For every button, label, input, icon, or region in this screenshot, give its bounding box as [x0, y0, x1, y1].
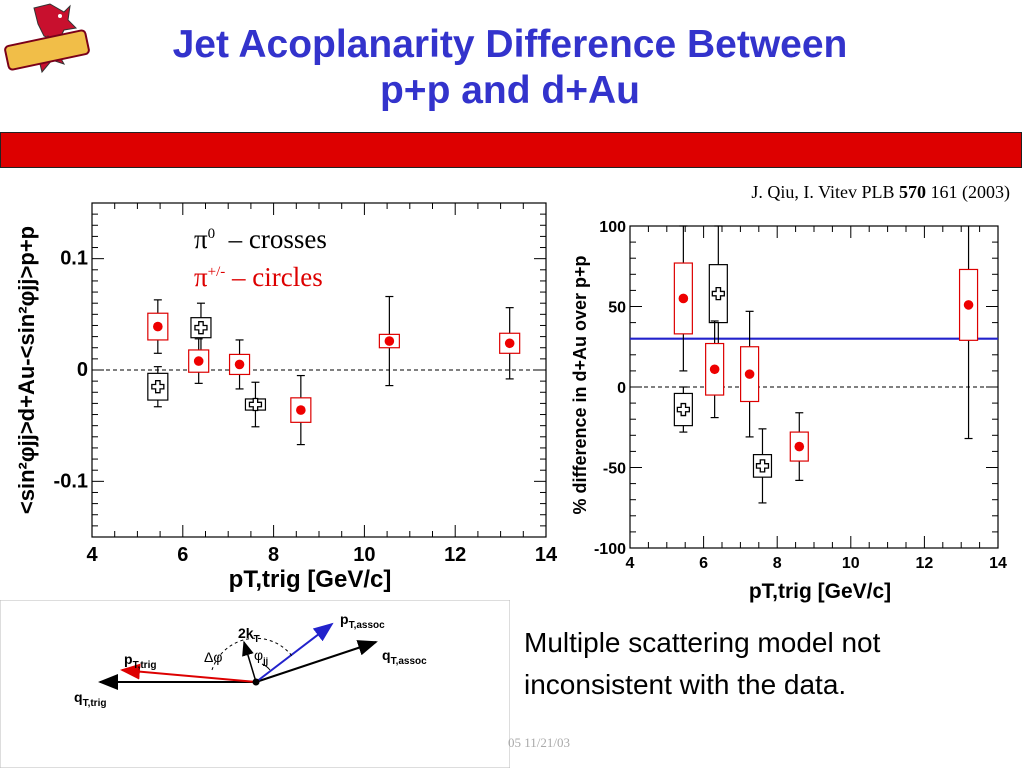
data-point-cross [755, 459, 770, 473]
x-tick-label: 12 [916, 555, 934, 572]
x-tick-label: 8 [268, 544, 279, 566]
2kt-arrow [242, 640, 257, 683]
data-point-circle [193, 356, 204, 366]
phijj-arc [261, 663, 271, 671]
data-point-circle [234, 359, 245, 370]
y-axis-label: <sin²φjj>d+Au-<sin²φjj>p+p [14, 226, 39, 514]
x-tick-label: 12 [444, 544, 466, 566]
kinematics-diagram: 2kT Δφ φjj pT,assoc qT,assoc pT,trig qT,… [0, 600, 510, 768]
legend-pi0-text: – crosses [215, 224, 327, 254]
percent-difference-chart: 4 6 8 10 12 14 -100 -50 0 50 100 % difference in d+… [570, 219, 1007, 603]
x-axis-label: pT,trig [GeV/c] [229, 566, 392, 593]
legend: π0 – crosses π+/- – circles [194, 218, 327, 294]
data-point-circle [296, 405, 306, 415]
legend-pic-sup: +/- [207, 264, 226, 280]
y-tick-label: 100 [599, 219, 626, 236]
citation: J. Qiu, I. Vitev PLB 570 161 (2003) [751, 182, 1010, 203]
y-tick-label: -100 [594, 541, 626, 558]
y-tick-label: 0 [77, 359, 88, 381]
data-point-cross [248, 397, 263, 412]
label-2kt: 2kT [238, 625, 260, 645]
title-line-1: Jet Acoplanarity Difference Between [172, 23, 848, 66]
pt-trig-arrow [120, 663, 257, 683]
vertex-dot [252, 678, 260, 686]
x-tick-label: 14 [535, 544, 558, 566]
legend-pi-charged: π+/- – circles [194, 256, 327, 294]
legend-pi0: π0 – crosses [194, 218, 327, 256]
acoplanarity-difference-chart: 4 6 8 10 12 14 -0.1 0 0.1 <sin²φjj>d+Au-<sin²φjj>… [14, 202, 558, 593]
conclusion-text: Multiple scattering model not inconsiste… [524, 627, 881, 700]
y-tick-label: 50 [608, 300, 626, 317]
data-point-circle [963, 300, 974, 310]
y-tick-label: -0.1 [54, 470, 88, 492]
red-divider-bar [0, 132, 1022, 168]
y-tick-label: -50 [603, 461, 626, 478]
data-point-circle [709, 364, 720, 375]
label-pt-trig: pT,trig [124, 651, 156, 671]
label-qt-assoc: qT,assoc [382, 647, 427, 667]
label-qt-trig: qT,trig [74, 689, 106, 709]
data-point-circle [153, 321, 163, 332]
x-tick-label: 10 [353, 544, 375, 566]
x-tick-label: 4 [626, 555, 635, 572]
y-tick-label: 0 [617, 380, 626, 397]
data-point-cross [676, 402, 691, 417]
x-tick-label: 6 [699, 555, 708, 572]
x-tick-label: 8 [773, 555, 782, 572]
citation-volume: 570 [899, 182, 926, 202]
iowa-state-cyclones-logo [4, 3, 90, 74]
data-point-cross [711, 286, 725, 301]
qt-assoc-arrow [255, 640, 378, 683]
data-point-circle [504, 338, 515, 349]
data-point-cross [194, 321, 208, 335]
x-tick-label: 6 [177, 544, 188, 566]
x-tick-label: 14 [989, 555, 1007, 572]
slide-title: Jet Acoplanarity Difference Between p+p … [100, 22, 920, 114]
x-axis-label: pT,trig [GeV/c] [749, 580, 891, 603]
data-point-circle [794, 441, 805, 452]
legend-pic-text: – circles [225, 262, 323, 292]
data-point-circle [744, 369, 755, 379]
data-point-circle [384, 336, 395, 346]
pt-assoc-arrow [255, 622, 334, 683]
citation-prefix: J. Qiu, I. Vitev PLB [751, 182, 899, 202]
x-tick-label: 4 [86, 544, 98, 566]
dphi-arc [211, 637, 293, 671]
y-axis-label: % difference in d+Au over p+p [570, 255, 590, 514]
y-tick-label: 0.1 [60, 248, 88, 270]
label-phijj: φjj [254, 647, 268, 666]
title-line-2: p+p and d+Au [379, 69, 640, 112]
citation-suffix: 161 (2003) [926, 182, 1011, 202]
label-pt-assoc: pT,assoc [340, 611, 385, 631]
data-point-circle [678, 293, 689, 304]
legend-pic-symbol: π [194, 262, 208, 292]
x-tick-label: 10 [842, 555, 860, 572]
label-dphi: Δφ [204, 649, 222, 665]
data-point-cross [151, 380, 165, 394]
legend-pi0-sup: 0 [207, 226, 216, 242]
footer-fragment: 05 11/21/03 [508, 735, 570, 750]
legend-pi0-symbol: π [194, 224, 208, 254]
